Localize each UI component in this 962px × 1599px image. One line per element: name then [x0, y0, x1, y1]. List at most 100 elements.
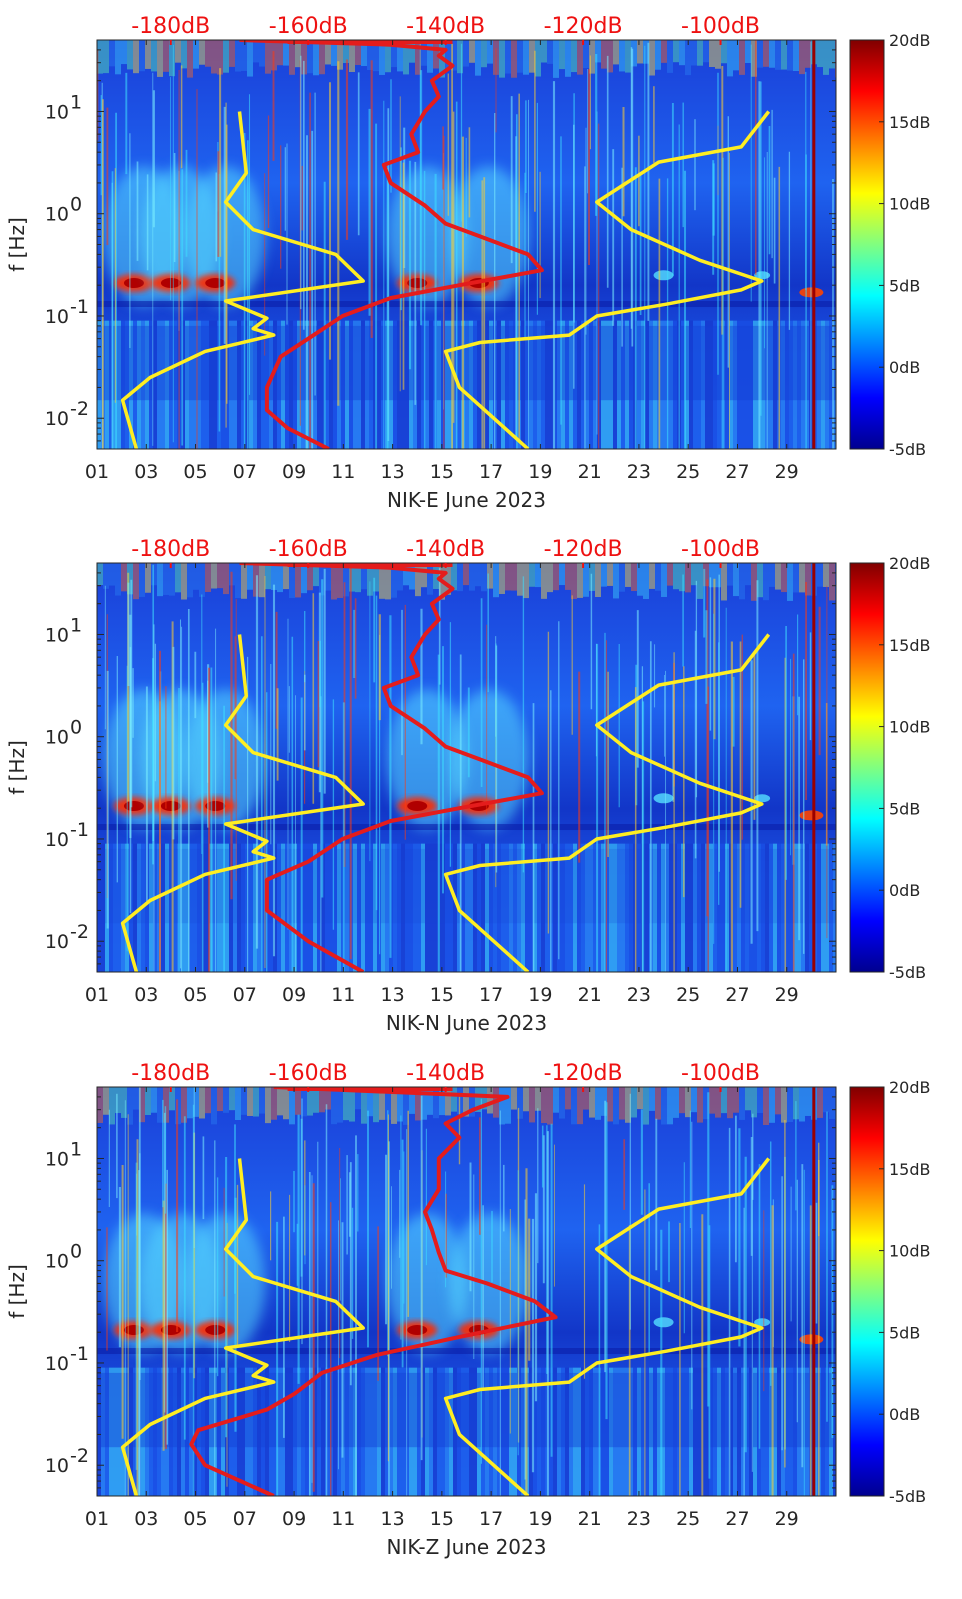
low-freq-column: [429, 320, 433, 449]
microseism-core: [205, 278, 226, 289]
low-freq-column: [277, 320, 281, 449]
low-freq-column: [637, 843, 641, 972]
hf-speckle: [823, 1087, 829, 1113]
low-freq-column: [361, 843, 365, 972]
hf-speckle: [625, 1087, 631, 1123]
low-freq-column: [185, 320, 189, 449]
top-axis-tick-label: -120dB: [544, 1061, 623, 1086]
hf-speckle: [739, 40, 745, 75]
low-freq-column: [173, 1367, 177, 1496]
hf-speckle: [199, 1087, 205, 1119]
low-freq-column: [573, 1367, 577, 1496]
low-freq-column: [261, 843, 265, 972]
hf-speckle: [199, 563, 205, 597]
colorbar-tick-label: 10dB: [889, 718, 931, 737]
y-tick-label-exponent: -2: [70, 398, 89, 420]
hf-speckle: [823, 40, 829, 75]
hf-speckle: [133, 563, 139, 600]
low-freq-column: [369, 1367, 373, 1496]
low-freq-column: [365, 843, 369, 972]
low-freq-column: [325, 320, 329, 449]
hf-speckle: [163, 40, 169, 72]
low-freq-column: [249, 843, 253, 972]
hf-speckle: [781, 40, 787, 70]
hf-speckle: [301, 1087, 307, 1117]
low-freq-column: [545, 843, 549, 972]
hf-speckle: [469, 1087, 475, 1117]
hf-speckle: [421, 563, 427, 588]
low-freq-column: [709, 843, 713, 972]
hf-speckle: [481, 563, 487, 592]
low-freq-column: [125, 320, 129, 449]
top-axis-tick-label: -160dB: [269, 1061, 348, 1086]
low-freq-column: [321, 1367, 325, 1496]
low-freq-column: [665, 1367, 669, 1496]
low-freq-column: [333, 320, 337, 449]
hf-speckle: [817, 1087, 823, 1118]
low-freq-column: [369, 320, 373, 449]
hf-speckle: [685, 563, 691, 593]
y-tick-label-base: 10: [45, 306, 69, 328]
hf-speckle: [451, 563, 457, 591]
low-freq-column: [473, 1367, 477, 1496]
hf-speckle: [703, 40, 709, 63]
low-freq-column: [189, 320, 193, 449]
low-freq-column: [801, 320, 805, 449]
low-freq-column: [585, 1367, 589, 1496]
hf-speckle: [805, 40, 811, 68]
low-freq-column: [485, 1367, 489, 1496]
low-freq-column: [301, 1367, 305, 1496]
y-tick-label-base: 10: [45, 829, 69, 851]
hf-speckle: [607, 40, 613, 73]
hf-speckle: [709, 1087, 715, 1114]
hf-speckle: [667, 40, 673, 73]
low-freq-column: [317, 320, 321, 449]
low-freq-column: [461, 843, 465, 972]
low-freq-column: [673, 843, 677, 972]
hf-speckle: [775, 40, 781, 70]
hf-speckle: [181, 563, 187, 600]
low-freq-column: [405, 320, 409, 449]
psd-curve: [189, 1087, 558, 1496]
top-axis-tick-label: -100dB: [681, 537, 760, 562]
x-tick-label: 17: [479, 1508, 503, 1530]
low-freq-column: [229, 320, 233, 449]
hf-speckle: [211, 563, 217, 589]
hf-speckle: [439, 1087, 445, 1116]
colorbar-tick-label: 15dB: [889, 113, 931, 132]
hf-speckle: [235, 563, 241, 599]
hf-speckle: [451, 40, 457, 71]
low-freq-column: [181, 843, 185, 972]
hf-speckle: [385, 40, 391, 73]
hf-speckle: [433, 40, 439, 69]
low-freq-column: [241, 320, 245, 449]
hf-speckle: [169, 1087, 175, 1111]
low-freq-column: [521, 1367, 525, 1496]
y-tick-label-base: 10: [45, 408, 69, 430]
hf-speckle: [793, 40, 799, 72]
low-freq-column: [637, 1367, 641, 1496]
colorbar-tick-label: 10dB: [889, 1242, 931, 1261]
hf-speckle: [775, 1087, 781, 1115]
low-freq-column: [477, 1367, 481, 1496]
hf-speckle: [475, 563, 481, 587]
hf-speckle: [97, 1087, 103, 1123]
low-freq-column: [821, 320, 825, 449]
hf-speckle: [319, 1087, 325, 1113]
low-freq-column: [785, 843, 789, 972]
low-freq-column: [497, 843, 501, 972]
hf-speckle: [373, 1087, 379, 1123]
x-tick-label: 05: [183, 461, 207, 483]
low-freq-column: [629, 320, 633, 449]
low-freq-column: [381, 1367, 385, 1496]
top-axis-tick-label: -140dB: [406, 537, 485, 562]
hf-speckle: [769, 1087, 775, 1123]
low-freq-column: [557, 1367, 561, 1496]
hf-speckle: [685, 1087, 691, 1118]
low-freq-column: [465, 1367, 469, 1496]
low-freq-column: [273, 1367, 277, 1496]
low-freq-column: [681, 320, 685, 449]
hf-speckle: [697, 1087, 703, 1123]
hf-speckle: [151, 40, 157, 72]
low-freq-column: [693, 1367, 697, 1496]
